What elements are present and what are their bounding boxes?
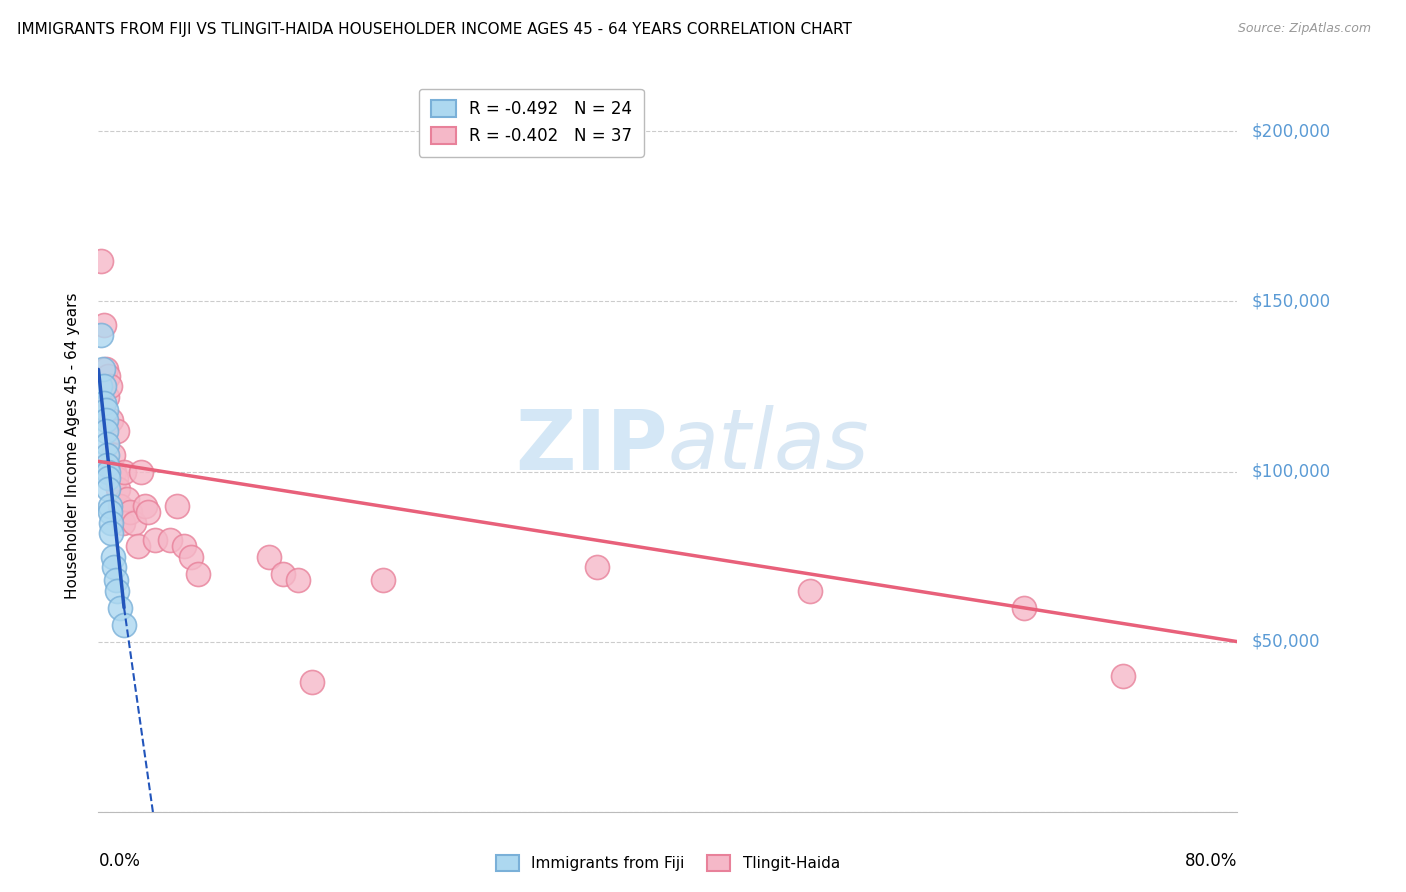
- Point: [287, 574, 309, 588]
- Point: [89, 379, 111, 393]
- Text: $200,000: $200,000: [1251, 122, 1330, 140]
- Point: [94, 362, 117, 376]
- Point: [105, 424, 128, 438]
- Point: [94, 413, 117, 427]
- Point: [373, 574, 395, 588]
- Text: 80.0%: 80.0%: [1185, 852, 1237, 870]
- Point: [173, 540, 195, 554]
- Point: [127, 540, 149, 554]
- Point: [97, 465, 120, 479]
- Text: $50,000: $50,000: [1251, 632, 1320, 650]
- Point: [259, 549, 281, 564]
- Point: [112, 465, 135, 479]
- Point: [103, 559, 125, 574]
- Point: [105, 583, 128, 598]
- Point: [112, 617, 135, 632]
- Point: [97, 369, 120, 384]
- Text: $150,000: $150,000: [1251, 293, 1330, 310]
- Legend: Immigrants from Fiji, Tlingit-Haida: Immigrants from Fiji, Tlingit-Haida: [489, 849, 846, 877]
- Point: [108, 600, 131, 615]
- Point: [96, 458, 118, 472]
- Point: [273, 566, 295, 581]
- Point: [93, 396, 115, 410]
- Point: [134, 499, 156, 513]
- Y-axis label: Householder Income Ages 45 - 64 years: Householder Income Ages 45 - 64 years: [65, 293, 80, 599]
- Text: ZIP: ZIP: [516, 406, 668, 486]
- Point: [1112, 668, 1135, 682]
- Text: 0.0%: 0.0%: [98, 852, 141, 870]
- Point: [98, 499, 121, 513]
- Text: atlas: atlas: [668, 406, 869, 486]
- Point: [93, 379, 115, 393]
- Point: [90, 253, 112, 268]
- Point: [97, 471, 120, 485]
- Point: [129, 465, 152, 479]
- Text: Source: ZipAtlas.com: Source: ZipAtlas.com: [1237, 22, 1371, 36]
- Point: [100, 413, 122, 427]
- Point: [1012, 600, 1035, 615]
- Point: [115, 491, 138, 506]
- Point: [96, 390, 118, 404]
- Point: [159, 533, 181, 547]
- Point: [799, 583, 821, 598]
- Point: [98, 505, 121, 519]
- Point: [94, 424, 117, 438]
- Point: [145, 533, 167, 547]
- Point: [100, 525, 122, 540]
- Point: [187, 566, 209, 581]
- Point: [98, 379, 121, 393]
- Point: [301, 675, 323, 690]
- Point: [96, 448, 118, 462]
- Point: [166, 499, 188, 513]
- Point: [101, 448, 124, 462]
- Point: [91, 362, 114, 376]
- Point: [136, 505, 159, 519]
- Point: [108, 499, 131, 513]
- Point: [585, 559, 607, 574]
- Point: [94, 403, 117, 417]
- Point: [103, 465, 125, 479]
- Point: [96, 437, 118, 451]
- Point: [93, 318, 115, 333]
- Point: [104, 574, 127, 588]
- Point: [104, 471, 127, 485]
- Point: [118, 505, 141, 519]
- Point: [100, 516, 122, 530]
- Point: [90, 328, 112, 343]
- Point: [111, 516, 134, 530]
- Text: IMMIGRANTS FROM FIJI VS TLINGIT-HAIDA HOUSEHOLDER INCOME AGES 45 - 64 YEARS CORR: IMMIGRANTS FROM FIJI VS TLINGIT-HAIDA HO…: [17, 22, 852, 37]
- Point: [97, 482, 120, 496]
- Point: [180, 549, 202, 564]
- Point: [122, 516, 145, 530]
- Text: $100,000: $100,000: [1251, 463, 1330, 481]
- Point: [107, 482, 129, 496]
- Point: [101, 549, 124, 564]
